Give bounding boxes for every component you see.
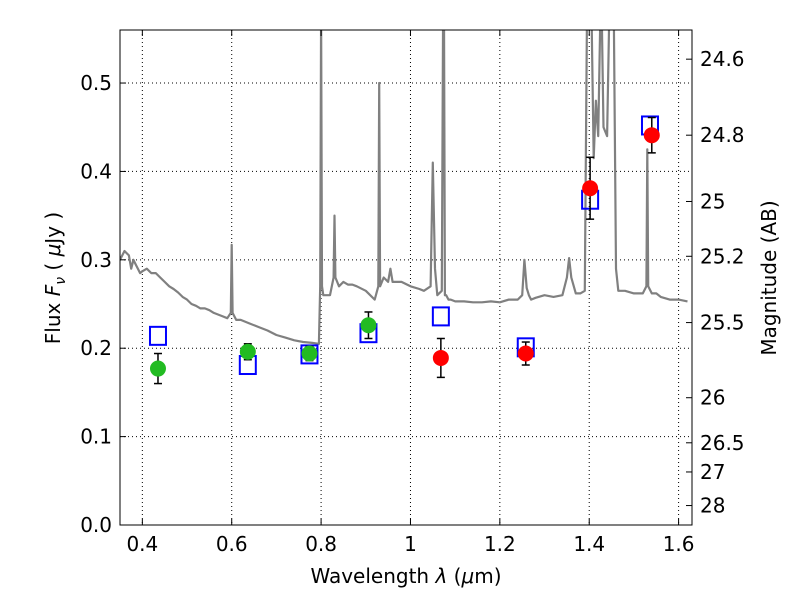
y-axis-label: Flux Fν ( μJy ) <box>41 212 69 344</box>
right-tick-label: 27 <box>700 460 725 484</box>
y-axis-label-right: Magnitude (AB) <box>757 200 781 355</box>
observed-flux-point <box>432 349 449 366</box>
x-tick-label: 0.6 <box>216 532 248 556</box>
right-tick-label: 24.6 <box>700 47 745 71</box>
model-flux-square <box>431 306 450 327</box>
plot-frame <box>119 29 693 526</box>
model-flux-square <box>148 325 167 346</box>
observed-flux-point <box>301 345 318 362</box>
data-layer <box>120 30 688 385</box>
y-tick-label: 0.2 <box>80 336 112 360</box>
observed-flux-point <box>239 343 256 360</box>
right-tick-label: 25.5 <box>700 311 745 335</box>
x-tick-label: 0.8 <box>305 532 337 556</box>
axes: 0.4 0.6 0.8 1 1.2 1.4 1.6 0.0 0.1 0.2 0.3 0.4 0.5 24.… <box>80 30 745 556</box>
right-tick-label: 26.5 <box>700 431 745 455</box>
x-tick-label: 1.2 <box>484 532 516 556</box>
y-tick-label: 0.5 <box>80 71 112 95</box>
x-tick-label: 1.4 <box>573 532 605 556</box>
observed-flux-point <box>149 360 166 377</box>
x-tick-label: 1.6 <box>663 532 695 556</box>
right-tick-label: 24.8 <box>700 123 745 147</box>
x-tick-label: 0.4 <box>126 532 158 556</box>
model-spectrum-line <box>120 30 688 345</box>
observed-flux-point <box>582 180 599 197</box>
model-flux-square <box>300 344 319 365</box>
observed-flux-point <box>360 317 377 334</box>
plot-background <box>120 30 692 525</box>
right-tick-label: 25 <box>700 189 725 213</box>
right-tick-label: 28 <box>700 494 725 518</box>
observed-flux-point <box>643 127 660 144</box>
x-tick-label: 1 <box>404 532 417 556</box>
observed-flux-point <box>517 345 534 362</box>
y-tick-label: 0.0 <box>80 513 112 537</box>
right-tick-label: 25.2 <box>700 244 745 268</box>
y-tick-label: 0.3 <box>80 248 112 272</box>
y-tick-label: 0.1 <box>80 425 112 449</box>
y-tick-label: 0.4 <box>80 159 112 183</box>
x-axis-label: Wavelength λ (μm) <box>310 564 501 588</box>
right-tick-label: 26 <box>700 386 725 410</box>
